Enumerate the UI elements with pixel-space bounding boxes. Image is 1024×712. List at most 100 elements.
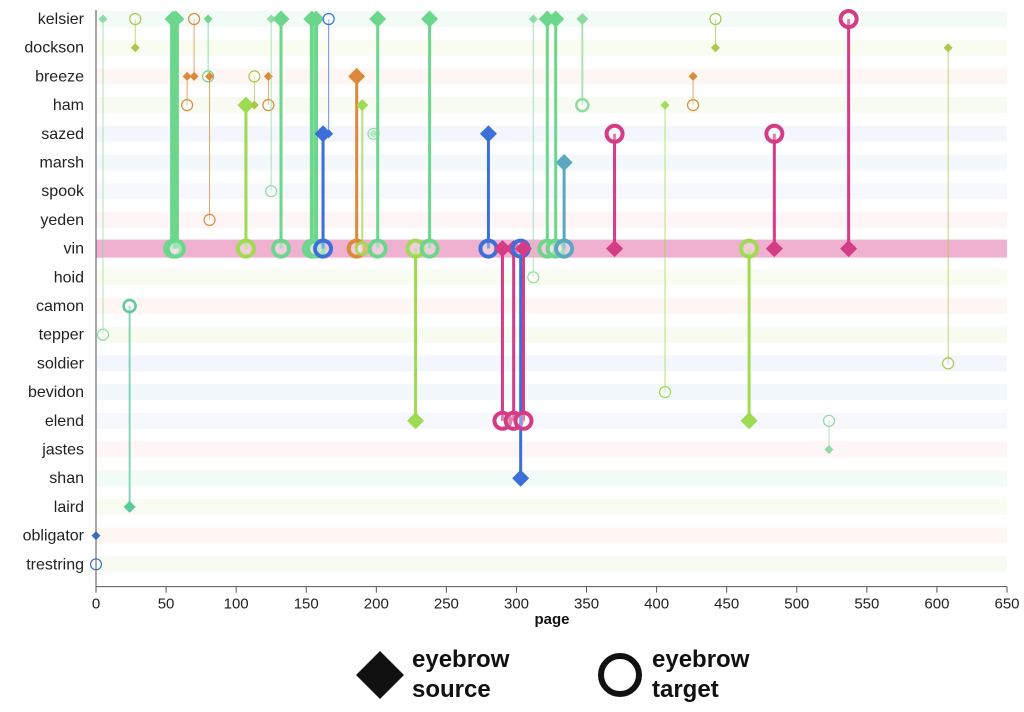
legend-diamond-icon xyxy=(356,651,404,699)
link-29 xyxy=(513,240,534,431)
target-circle-30 xyxy=(527,271,540,284)
source-diamond-13 xyxy=(266,14,276,24)
legend-label-line1: eyebrow xyxy=(652,646,750,673)
target-circle-34 xyxy=(575,97,590,113)
legend-item-circle: eyebrow target xyxy=(598,646,750,703)
source-diamond-43 xyxy=(943,43,953,53)
row-stripe-shan xyxy=(96,470,1007,487)
y-tick-label-ham: ham xyxy=(53,97,84,114)
y-tick-label-laird: laird xyxy=(54,499,84,516)
row-stripe-spook xyxy=(96,183,1007,200)
target-circle-24 xyxy=(419,238,440,259)
y-tick-label-spook: spook xyxy=(41,183,85,200)
source-diamond-7 xyxy=(189,71,199,81)
link-40 xyxy=(764,123,785,258)
target-circle-22 xyxy=(367,238,388,259)
y-tick-label-elend: elend xyxy=(45,413,84,430)
x-tick-label-300: 300 xyxy=(504,596,529,613)
x-tick-label-650: 650 xyxy=(994,596,1019,613)
source-diamond-8 xyxy=(203,14,213,24)
link-14 xyxy=(271,10,292,259)
source-diamond-11 xyxy=(249,100,259,110)
x-tick-label-400: 400 xyxy=(644,596,669,613)
link-6 xyxy=(181,71,194,112)
row-stripe-breeze xyxy=(96,68,1007,85)
row-stripe-trestring xyxy=(96,556,1007,573)
y-tick-label-marsh: marsh xyxy=(40,155,84,172)
link-38 xyxy=(709,12,722,53)
link-23 xyxy=(405,238,426,430)
link-13 xyxy=(265,14,278,198)
link-7 xyxy=(188,12,201,81)
source-diamond-40 xyxy=(765,240,783,258)
source-diamond-30 xyxy=(528,14,538,24)
target-circle-40 xyxy=(764,123,785,144)
target-circle-35 xyxy=(604,123,625,144)
row-stripe-obligator xyxy=(96,527,1007,544)
row-stripe-bevidon xyxy=(96,384,1007,401)
source-diamond-18 xyxy=(324,129,334,139)
row-stripe-sazed xyxy=(96,125,1007,142)
x-tick-label-50: 50 xyxy=(158,596,175,613)
target-circle-41 xyxy=(822,414,836,427)
target-circle-10 xyxy=(235,238,256,259)
source-diamond-34 xyxy=(576,13,589,25)
link-17 xyxy=(313,125,334,259)
y-tick-label-yeden: yeden xyxy=(40,212,84,229)
source-diamond-22 xyxy=(369,10,387,28)
source-diamond-24 xyxy=(421,10,439,28)
row-stripe-jastes xyxy=(96,441,1007,458)
link-43 xyxy=(942,43,955,370)
link-marks xyxy=(89,9,955,571)
link-41 xyxy=(822,414,836,454)
target-circle-29 xyxy=(513,410,534,431)
y-tick-label-tepper: tepper xyxy=(39,327,85,344)
row-stripe-yeden xyxy=(96,211,1007,228)
link-33 xyxy=(554,154,575,259)
legend-label-line2: source xyxy=(412,676,491,703)
row-stripe-hoid xyxy=(96,269,1007,286)
legend-label-line1: eyebrow xyxy=(412,646,510,673)
row-stripe-camon xyxy=(96,298,1007,314)
target-circle-38 xyxy=(709,12,722,26)
y-axis: kelsier dockson breeze ham sazed marsh spook ye… xyxy=(23,11,85,573)
link-22 xyxy=(367,10,388,259)
link-11 xyxy=(248,70,261,110)
y-tick-label-shan: shan xyxy=(49,470,84,487)
source-diamond-6 xyxy=(182,71,192,81)
target-circle-17 xyxy=(313,238,334,259)
legend-item-diamond: eyebrow source xyxy=(356,646,510,703)
source-diamond-42 xyxy=(840,240,858,258)
source-diamond-41 xyxy=(824,445,834,454)
legend: eyebrow source eyebrow target xyxy=(356,646,750,703)
target-circle-39 xyxy=(739,238,760,259)
target-circle-9 xyxy=(203,213,216,226)
row-stripe-marsh xyxy=(96,154,1007,171)
source-diamond-23 xyxy=(407,412,425,430)
y-tick-label-sazed: sazed xyxy=(41,126,84,143)
link-18 xyxy=(322,12,335,139)
source-diamond-17 xyxy=(314,125,332,143)
link-25 xyxy=(478,125,499,259)
x-axis-title: page xyxy=(534,611,569,628)
y-tick-label-dockson: dockson xyxy=(24,40,84,57)
row-stripe-elend xyxy=(96,412,1007,429)
target-circle-6 xyxy=(181,98,194,112)
link-9 xyxy=(203,71,216,226)
link-42 xyxy=(838,9,859,258)
y-tick-label-breeze: breeze xyxy=(35,68,84,85)
target-circle-33 xyxy=(554,238,575,259)
source-diamond-1 xyxy=(130,43,140,53)
target-circle-7 xyxy=(188,12,201,26)
legend-circle-icon xyxy=(598,653,642,697)
link-2 xyxy=(122,298,137,513)
link-5 xyxy=(165,10,186,259)
source-diamond-2 xyxy=(123,500,136,513)
source-diamond-33 xyxy=(555,154,573,171)
target-circle-18 xyxy=(322,12,335,26)
source-diamond-9 xyxy=(205,71,215,81)
x-tick-label-200: 200 xyxy=(364,596,389,613)
x-tick-label-450: 450 xyxy=(714,596,739,613)
target-circle-20 xyxy=(355,241,370,256)
link-35 xyxy=(604,123,625,258)
